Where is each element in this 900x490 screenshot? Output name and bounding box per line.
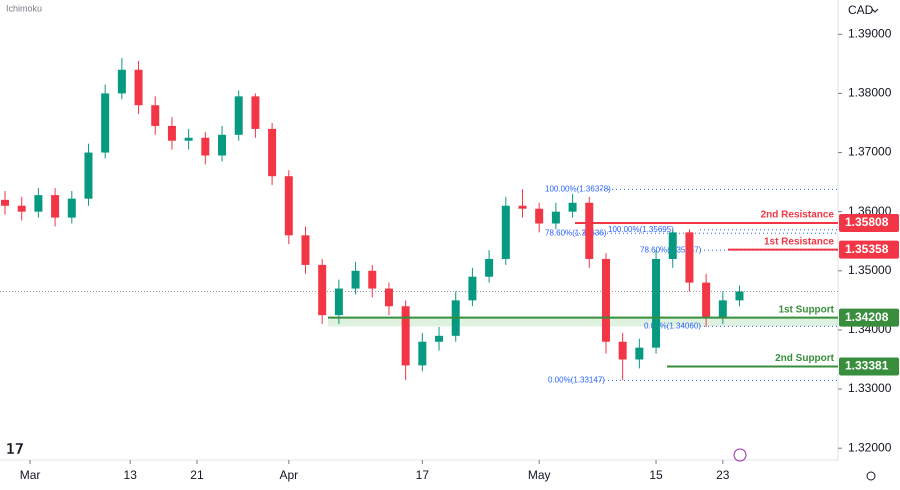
x-tick-label: Mar xyxy=(20,468,41,482)
candle-body xyxy=(1,199,10,206)
event-icon[interactable] xyxy=(733,448,747,462)
candle-body xyxy=(351,270,360,289)
candle-body xyxy=(334,288,343,316)
logo: 𝟣𝟩 xyxy=(6,441,24,457)
settings-icon[interactable] xyxy=(866,471,876,481)
candle-body xyxy=(268,128,277,177)
candle-body xyxy=(518,205,527,209)
candle-body xyxy=(151,105,160,126)
candle-body xyxy=(117,69,126,94)
level-name: 1st Resistance xyxy=(764,236,834,247)
x-tick-label: 15 xyxy=(649,468,663,482)
x-tick-label: 13 xyxy=(124,468,138,482)
x-tick-label: May xyxy=(528,468,551,482)
candle-body xyxy=(384,288,393,307)
candle-body xyxy=(17,205,26,212)
candle-body xyxy=(535,208,544,224)
candle-body xyxy=(101,93,110,153)
level-name: 1st Support xyxy=(778,304,834,315)
candle-body xyxy=(167,125,176,141)
candle-body xyxy=(318,264,327,316)
candle-body xyxy=(551,211,560,224)
price-box xyxy=(839,240,899,259)
candle-body xyxy=(218,134,227,156)
y-tick-label: 1.32000 xyxy=(848,440,892,454)
candle-body xyxy=(51,195,60,218)
y-tick-label: 1.35000 xyxy=(848,263,892,277)
candle-body xyxy=(301,235,310,265)
y-tick-label: 1.38000 xyxy=(848,86,892,100)
x-tick-label: 17 xyxy=(416,468,430,482)
indicator-label: Ichimoku xyxy=(6,3,42,13)
candle-body xyxy=(201,137,210,156)
candle-body xyxy=(501,205,510,259)
candle-body xyxy=(368,270,377,289)
candle-body xyxy=(618,341,627,360)
candle-body xyxy=(134,69,143,106)
x-tick-label: 23 xyxy=(716,468,730,482)
candle-body xyxy=(635,347,644,360)
candle-body xyxy=(718,300,727,319)
candle-body xyxy=(34,195,43,212)
fib-label: 100.00%(1.36378) xyxy=(545,184,611,193)
fib-label: 0.00%(1.33147) xyxy=(548,375,605,384)
candle-body xyxy=(401,306,410,366)
y-tick-label: 1.39000 xyxy=(848,26,892,40)
candle-body xyxy=(67,198,76,218)
fib-label: 0.00%(1.34060) xyxy=(644,321,701,330)
price-box-label: 1.35358 xyxy=(845,242,889,256)
candle-body xyxy=(485,258,494,277)
dropdown-icon[interactable] xyxy=(871,8,879,13)
candle-body xyxy=(234,96,243,135)
y-tick-label: 1.33000 xyxy=(848,381,892,395)
candle-body xyxy=(685,232,694,283)
candle-body xyxy=(668,232,677,259)
level-name: 2nd Support xyxy=(775,353,835,364)
candle-body xyxy=(601,258,610,342)
currency[interactable]: CAD xyxy=(848,3,874,17)
candle-body xyxy=(435,335,444,342)
candle-body xyxy=(735,291,744,301)
price-box-label: 1.34208 xyxy=(845,310,889,324)
price-box xyxy=(839,357,899,376)
candle-body xyxy=(84,152,93,199)
fib-label: 100.00%(1.35695) xyxy=(608,225,674,234)
x-tick-label: 21 xyxy=(190,468,204,482)
fib-label: 78.60%(1.35636) xyxy=(545,228,607,237)
candle-body xyxy=(418,341,427,366)
candle-body xyxy=(568,202,577,212)
support-zone xyxy=(328,317,838,327)
price-box xyxy=(839,308,899,327)
candle-body xyxy=(702,282,711,319)
candle-body xyxy=(585,202,594,259)
y-tick-label: 1.37000 xyxy=(848,145,892,159)
price-box-label: 1.33381 xyxy=(845,359,889,373)
candle-body xyxy=(251,96,260,129)
candle-body xyxy=(652,258,661,348)
price-box-label: 1.35808 xyxy=(845,215,889,229)
x-tick-label: Apr xyxy=(279,468,298,482)
candle-body xyxy=(184,137,193,141)
candle-body xyxy=(284,176,293,236)
level-name: 2nd Resistance xyxy=(761,210,835,221)
candle-body xyxy=(468,276,477,301)
price-box xyxy=(839,214,899,233)
plot: 100.00%(1.36378) 100.00%(1.35695)78.60%(1… xyxy=(0,57,838,384)
